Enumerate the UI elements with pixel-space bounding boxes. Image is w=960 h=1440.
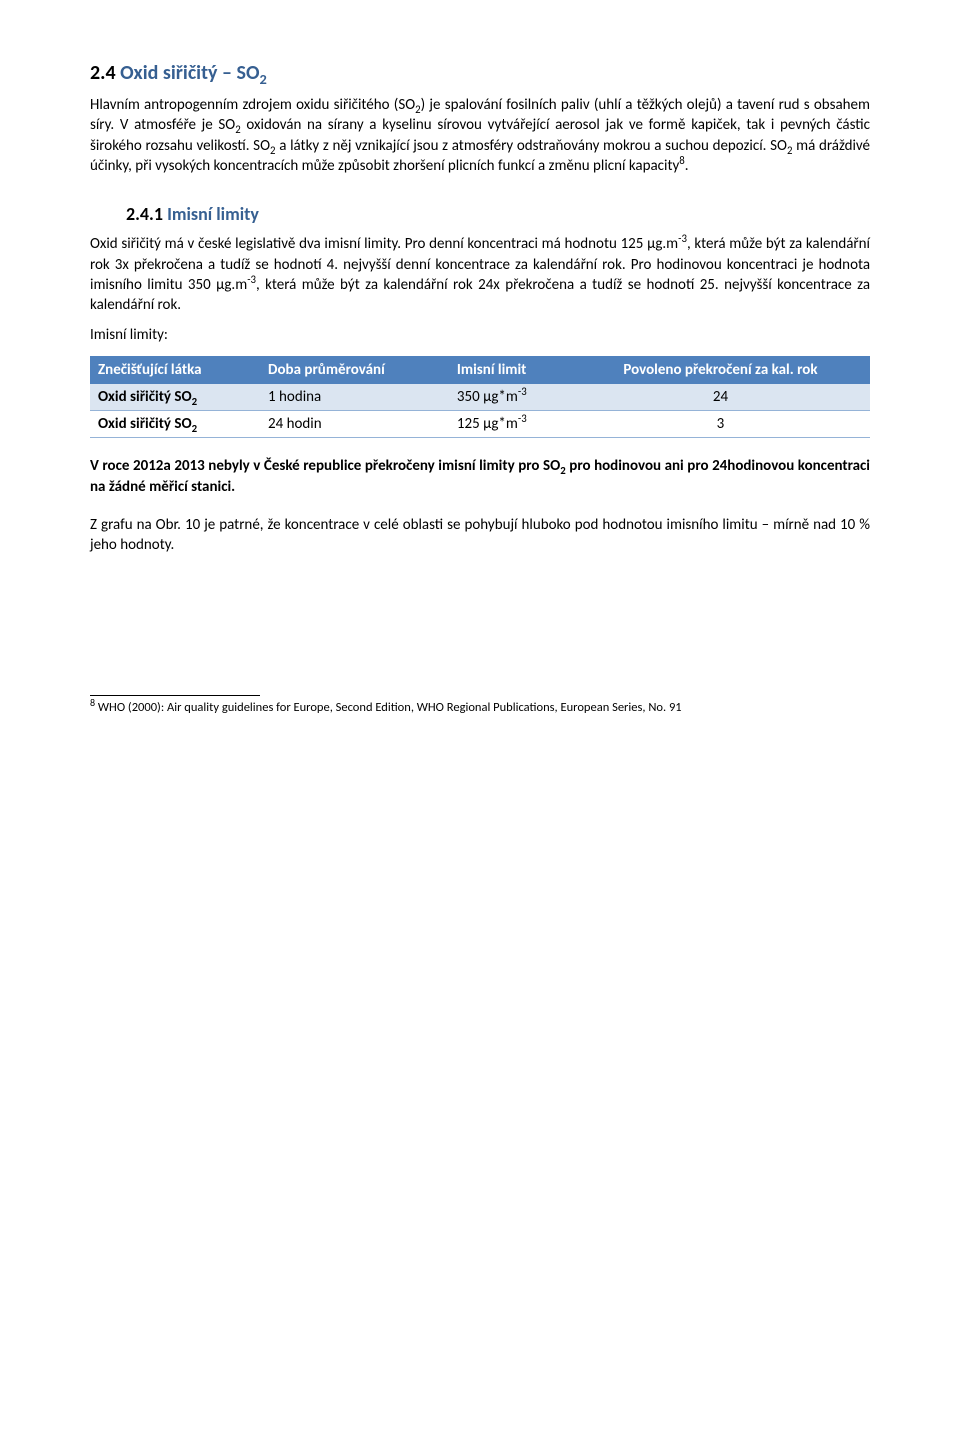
limits-table: Znečišťující látka Doba průměrování Imis…	[90, 356, 870, 439]
paragraph-exceedance-note: V roce 2012a 2013 nebyly v České republi…	[90, 456, 870, 497]
table-header: Povoleno překročení za kal. rok	[571, 356, 870, 384]
table-cell: Oxid siřičitý SO2	[90, 411, 260, 438]
table-cell: 350 µg*m-3	[449, 384, 571, 411]
section-title-text: Oxid siřičitý – SO2	[120, 61, 267, 85]
table-cell: 1 hodina	[260, 384, 449, 411]
table-cell: Oxid siřičitý SO2	[90, 384, 260, 411]
paragraph-limits-desc: Oxid siřičitý má v české legislativě dva…	[90, 234, 870, 315]
limits-label: Imisní limity:	[90, 325, 870, 345]
table-body: Oxid siřičitý SO21 hodina350 µg*m-324Oxi…	[90, 384, 870, 438]
table-cell: 125 µg*m-3	[449, 411, 571, 438]
table-cell: 24	[571, 384, 870, 411]
table-header-row: Znečišťující látka Doba průměrování Imis…	[90, 356, 870, 384]
paragraph-intro: Hlavním antropogenním zdrojem oxidu siři…	[90, 95, 870, 176]
subsection-number: 2.4.1	[126, 203, 163, 225]
footnote-separator	[90, 695, 260, 696]
section-heading: 2.4 Oxid siřičitý – SO2	[90, 60, 870, 87]
table-header: Znečišťující látka	[90, 356, 260, 384]
subsection-heading: 2.4.1 Imisní limity	[126, 202, 870, 226]
table-header: Doba průměrování	[260, 356, 449, 384]
table-row: Oxid siřičitý SO224 hodin125 µg*m-33	[90, 411, 870, 438]
subsection-title-text: Imisní limity	[167, 203, 259, 225]
table-cell: 24 hodin	[260, 411, 449, 438]
table-header: Imisní limit	[449, 356, 571, 384]
table-row: Oxid siřičitý SO21 hodina350 µg*m-324	[90, 384, 870, 411]
footnote: 8 WHO (2000): Air quality guidelines for…	[90, 700, 870, 716]
section-number: 2.4	[90, 61, 116, 85]
table-cell: 3	[571, 411, 870, 438]
paragraph-graph-ref: Z grafu na Obr. 10 je patrné, že koncent…	[90, 515, 870, 556]
